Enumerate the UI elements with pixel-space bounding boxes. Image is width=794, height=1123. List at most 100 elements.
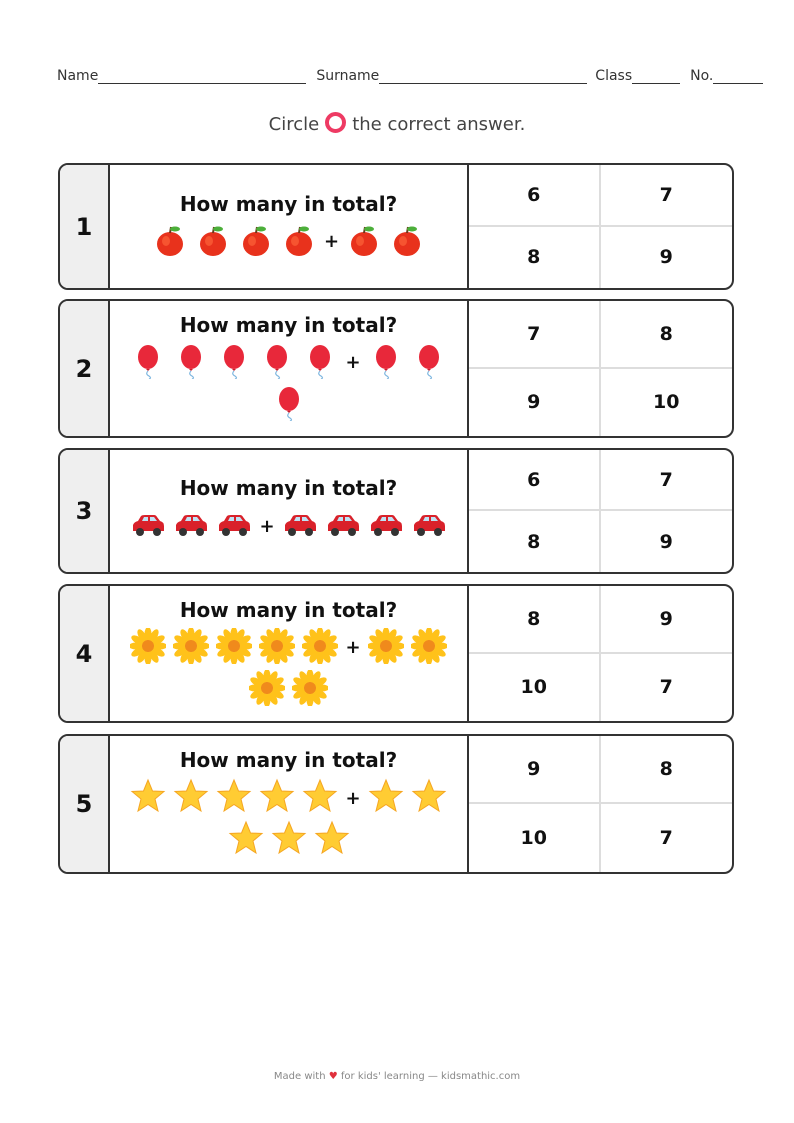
answer-option[interactable]: 10: [469, 804, 601, 872]
answer-option[interactable]: 7: [600, 450, 732, 511]
name-field[interactable]: [98, 69, 307, 84]
question-number: 5: [60, 736, 110, 872]
balloon-icon: [259, 343, 295, 383]
name-label: Name: [57, 68, 99, 84]
star-icon: [368, 778, 404, 818]
flower-icon: [366, 626, 405, 668]
answer-option[interactable]: 8: [469, 586, 601, 654]
flower-icon: [301, 626, 340, 668]
car-icon: [216, 506, 252, 546]
flower-icon: [248, 668, 286, 710]
balloon-icon: [368, 343, 404, 383]
question-card: 4 How many in total? + 8 9 10 7: [58, 584, 734, 723]
flower-icon: [172, 626, 211, 668]
footer-text: for kids' learning — kidsmathic.com: [340, 1071, 521, 1082]
car-icon: [325, 506, 361, 546]
question-items: +: [124, 506, 454, 546]
instruction: Circle the correct answer.: [0, 112, 794, 135]
apple-icon: [195, 222, 231, 262]
star-icon: [228, 820, 264, 860]
answer-option[interactable]: 7: [600, 165, 732, 227]
answer-option[interactable]: 9: [659, 246, 673, 269]
instruction-text: Circle: [268, 114, 320, 135]
car-icon: [173, 506, 209, 546]
star-icon: [302, 778, 338, 818]
car-icon: [130, 506, 166, 546]
apple-icon: [346, 222, 382, 262]
answer-option[interactable]: 9: [659, 530, 673, 553]
question-body: How many in total? +: [110, 586, 469, 721]
question-items: +: [124, 222, 454, 262]
question-body: How many in total? +: [110, 301, 469, 436]
apple-icon: [238, 222, 274, 262]
plus-sign: +: [323, 231, 340, 252]
question-body: How many in total? +: [110, 450, 469, 572]
answer-option[interactable]: 7: [469, 301, 601, 369]
balloon-icon: [130, 343, 166, 383]
car-icon: [368, 506, 404, 546]
star-icon: [271, 820, 307, 860]
question-title: How many in total?: [179, 748, 398, 772]
answer-option[interactable]: 7: [659, 827, 673, 849]
question-title: How many in total?: [179, 191, 398, 216]
class-field[interactable]: [632, 69, 681, 84]
question-items: +: [124, 778, 454, 860]
answer-option[interactable]: 9: [469, 368, 601, 436]
answer-grid: 8 9 10 7: [469, 586, 732, 721]
star-icon: [173, 778, 209, 818]
answer-option[interactable]: 6: [469, 165, 601, 227]
plus-sign: +: [259, 515, 275, 537]
answer-option[interactable]: 6: [469, 450, 601, 511]
student-info-header: Name Surname Class No.: [57, 68, 772, 84]
circle-icon: [325, 112, 347, 133]
answer-grid: 9 8 10 7: [469, 736, 732, 872]
footer-text: Made with: [273, 1071, 326, 1082]
answer-option[interactable]: 10: [469, 653, 601, 721]
car-icon: [411, 506, 447, 546]
answer-option[interactable]: 7: [659, 676, 673, 699]
heart-icon: ♥: [328, 1071, 338, 1082]
question-body: How many in total? +: [110, 736, 469, 872]
balloon-icon: [302, 343, 338, 383]
answer-option[interactable]: 9: [600, 586, 732, 654]
apple-icon: [389, 222, 425, 262]
footer: Made with ♥ for kids' learning — kidsmat…: [0, 1071, 794, 1082]
answer-option[interactable]: 8: [600, 301, 732, 369]
question-number: 3: [60, 450, 110, 572]
plus-sign: +: [345, 787, 361, 809]
flower-icon: [258, 626, 297, 668]
question-items: +: [124, 626, 454, 710]
flower-icon: [409, 626, 448, 668]
question-card: 2 How many in total? + 7 8 9 10: [58, 299, 734, 438]
balloon-icon: [271, 385, 307, 425]
car-icon: [282, 506, 318, 546]
surname-field[interactable]: [379, 69, 588, 84]
answer-option[interactable]: 9: [469, 736, 601, 804]
number-field[interactable]: [713, 69, 764, 84]
flower-icon: [215, 626, 254, 668]
question-body: How many in total? +: [110, 165, 469, 288]
star-icon: [411, 778, 447, 818]
answer-option[interactable]: 10: [653, 391, 680, 414]
star-icon: [216, 778, 252, 818]
star-icon: [314, 820, 350, 860]
answer-option[interactable]: 8: [600, 736, 732, 804]
balloon-icon: [173, 343, 209, 383]
flower-icon: [129, 626, 168, 668]
question-title: How many in total?: [179, 312, 398, 337]
answer-option[interactable]: 8: [469, 226, 601, 288]
question-number: 1: [60, 165, 110, 288]
apple-icon: [281, 222, 317, 262]
question-items: +: [124, 343, 454, 425]
apple-icon: [152, 222, 188, 262]
balloon-icon: [216, 343, 252, 383]
class-label: Class: [595, 68, 633, 84]
question-title: How many in total?: [179, 476, 398, 500]
question-number: 4: [60, 586, 110, 721]
answer-option[interactable]: 8: [469, 511, 601, 572]
